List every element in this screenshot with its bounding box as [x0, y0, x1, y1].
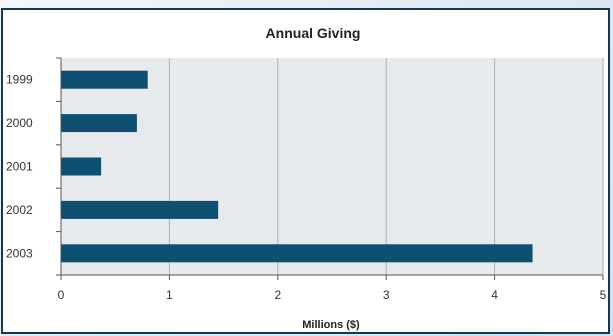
- plot-area: [61, 58, 603, 275]
- bar-2000: [61, 114, 137, 133]
- x-axis-label: Millions ($): [302, 319, 360, 331]
- x-tick-label: 5: [600, 288, 607, 302]
- x-tick-label: 1: [166, 288, 173, 302]
- chart-title: Annual Giving: [266, 25, 361, 41]
- x-tick-label: 4: [491, 288, 498, 302]
- bars: [61, 70, 533, 263]
- bar-2003: [61, 244, 533, 263]
- bar-2001: [61, 157, 102, 176]
- gridlines: [168, 58, 604, 275]
- x-tick-label: 0: [58, 288, 65, 302]
- bar-1999: [61, 70, 148, 89]
- x-tick-label: 3: [383, 288, 390, 302]
- y-tick-label: 1999: [6, 73, 33, 87]
- y-tick-label: 2003: [6, 246, 33, 260]
- y-tick-label: 2001: [6, 160, 33, 174]
- y-tick-label: 2002: [6, 203, 33, 217]
- bar-2002: [61, 200, 219, 219]
- x-tick-label: 2: [274, 288, 281, 302]
- y-tick-label: 2000: [6, 116, 33, 130]
- y-tick-labels: 1999 2000 2001 2002 2003: [6, 73, 33, 261]
- axes: [56, 57, 604, 280]
- x-tick-labels: 0 1 2 3 4 5: [58, 288, 607, 302]
